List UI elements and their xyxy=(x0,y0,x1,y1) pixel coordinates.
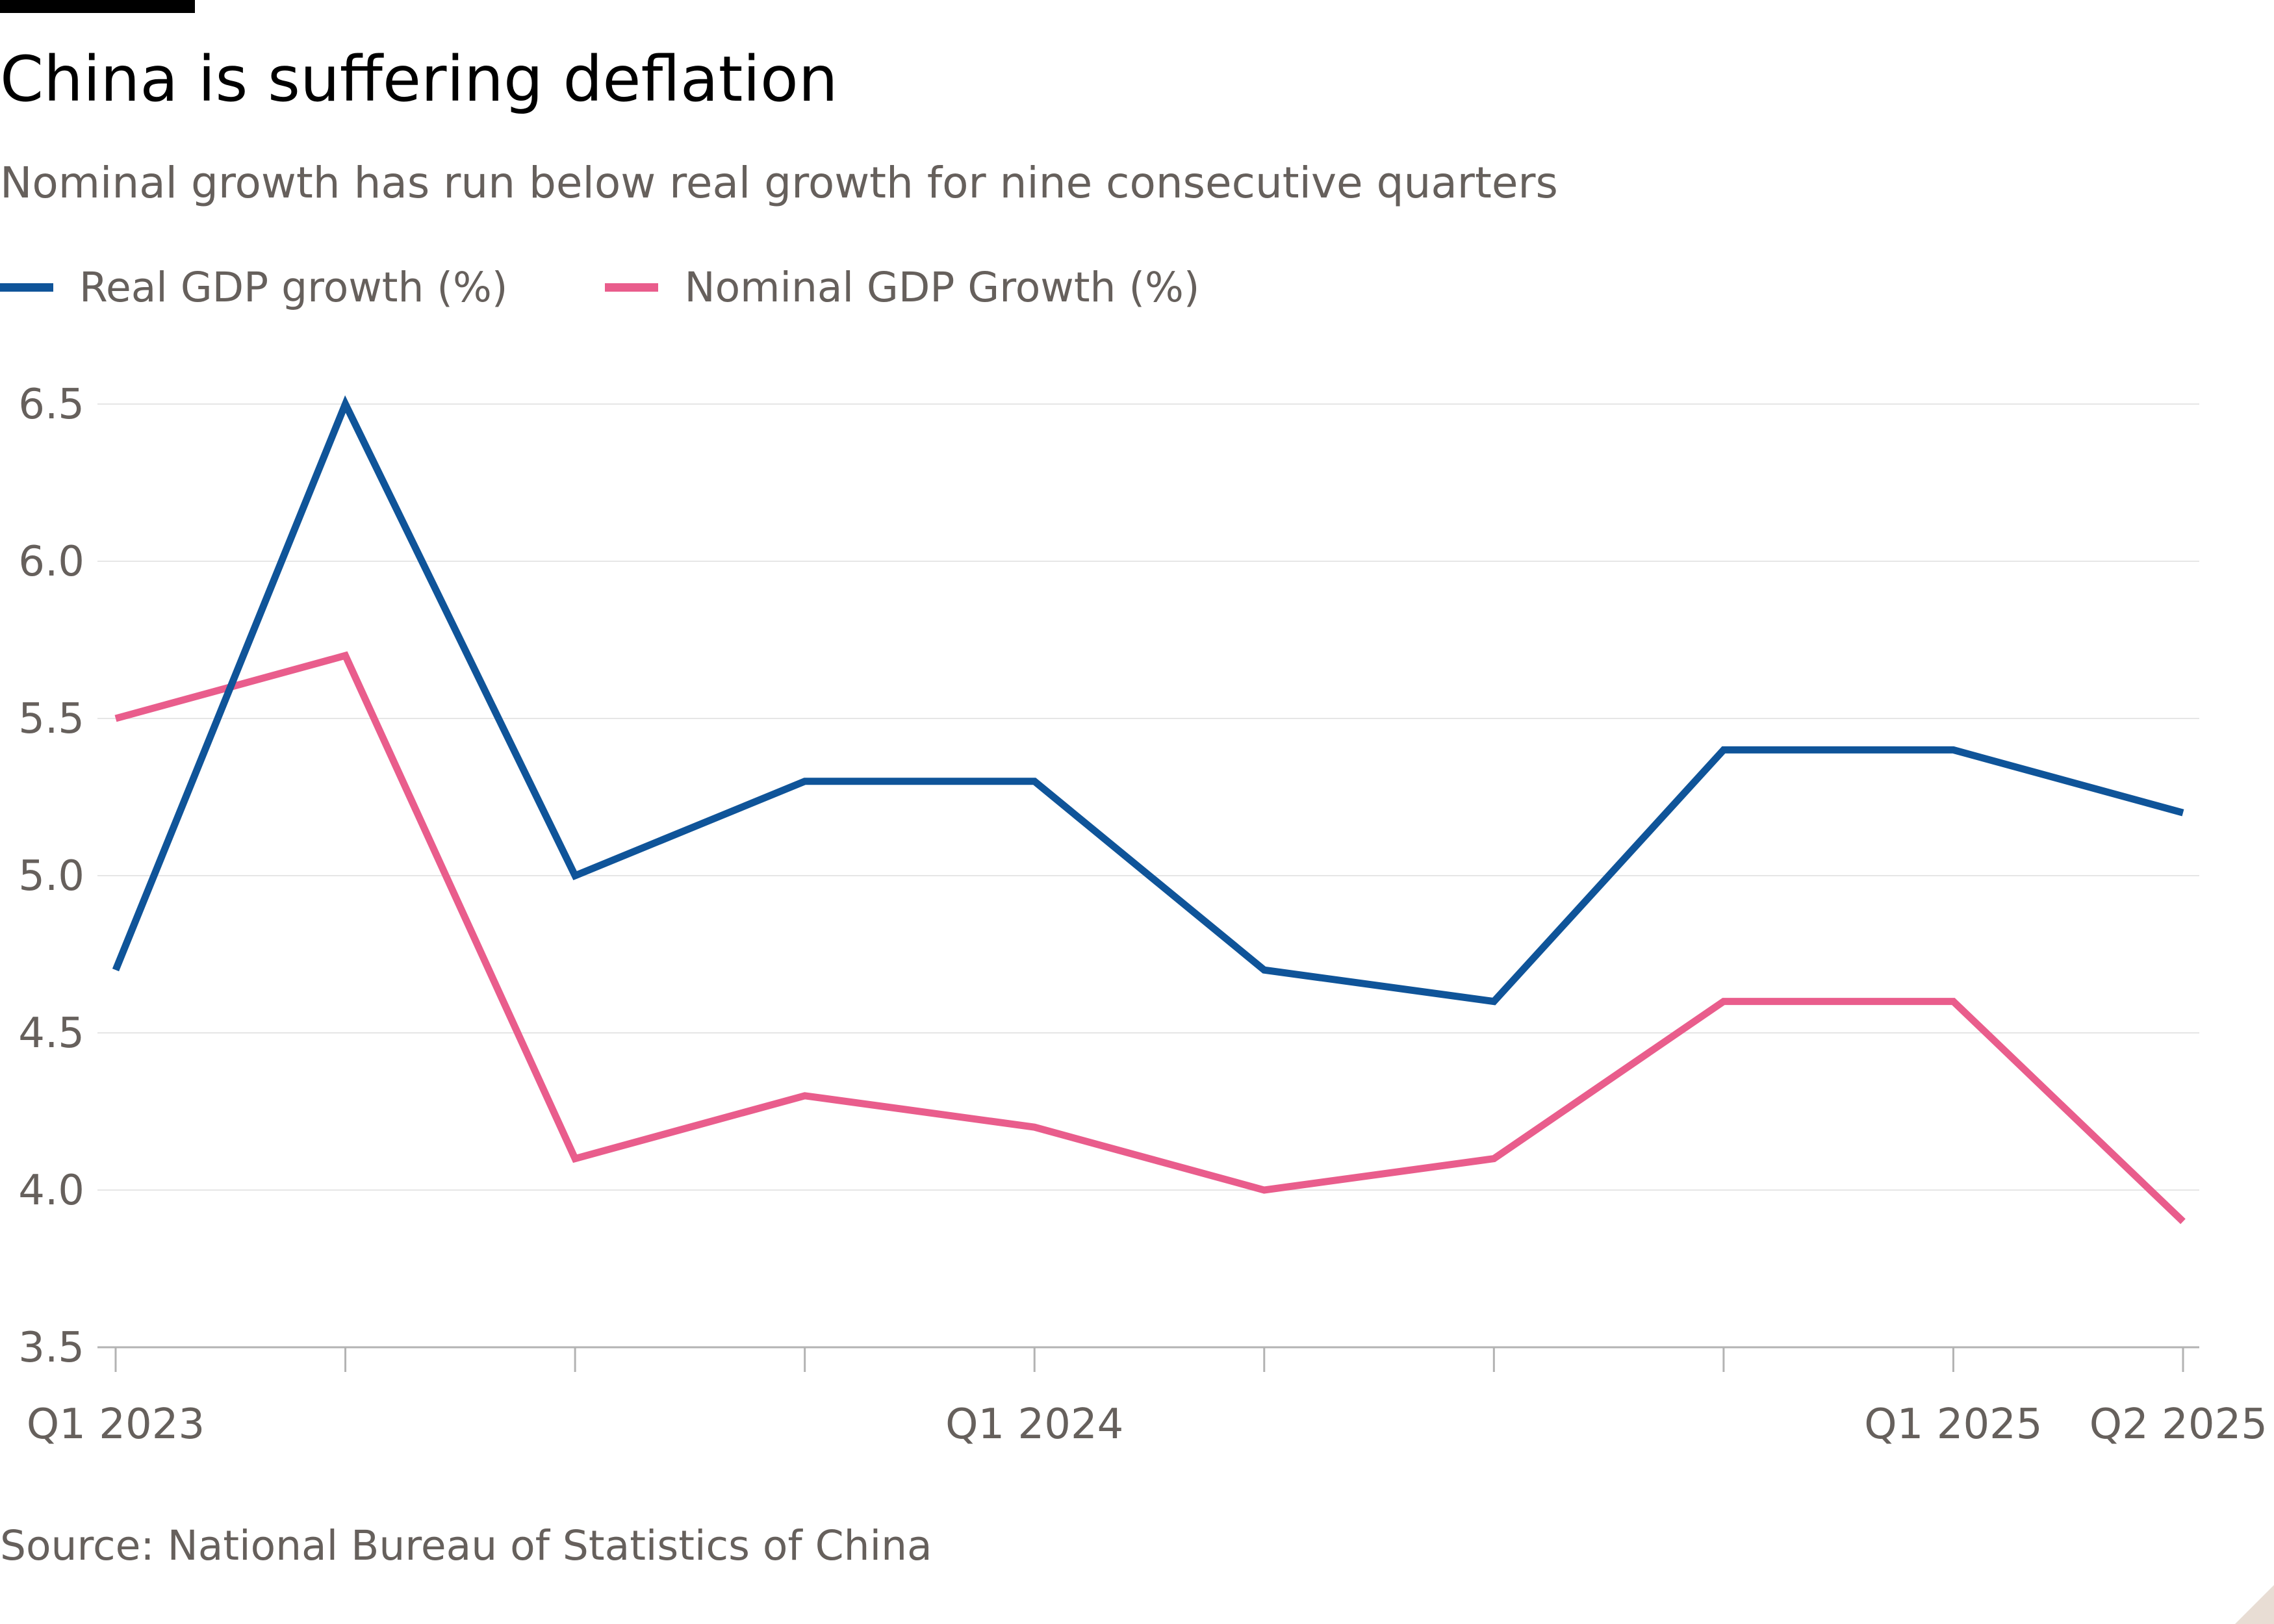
x-tick-label: Q1 2023 xyxy=(27,1401,205,1449)
y-tick-label: 6.5 xyxy=(18,381,84,429)
x-tick-label: Q1 2024 xyxy=(945,1401,1123,1449)
y-tick-label: 6.0 xyxy=(18,538,84,586)
y-tick-label: 5.5 xyxy=(18,695,84,743)
y-tick-label: 4.5 xyxy=(18,1009,84,1058)
x-tick-label: Q2 2025 xyxy=(2089,1401,2268,1449)
x-tick-label: Q1 2025 xyxy=(1864,1401,2042,1449)
series-line-real-gdp xyxy=(116,404,2183,1002)
y-tick-label: 5.0 xyxy=(18,852,84,900)
y-tick-label: 4.0 xyxy=(18,1167,84,1215)
line-chart: 3.5 4.0 4.5 5.0 5.5 6.0 6.5 Q1 2023 Q1 2024 Q1 20… xyxy=(0,0,2274,1624)
y-tick-label: 3.5 xyxy=(18,1324,84,1372)
source-note: Source: National Bureau of Statistics of… xyxy=(0,1514,932,1579)
corner-fold-mark xyxy=(2235,1585,2274,1624)
series-line-nominal-gdp xyxy=(116,655,2183,1221)
